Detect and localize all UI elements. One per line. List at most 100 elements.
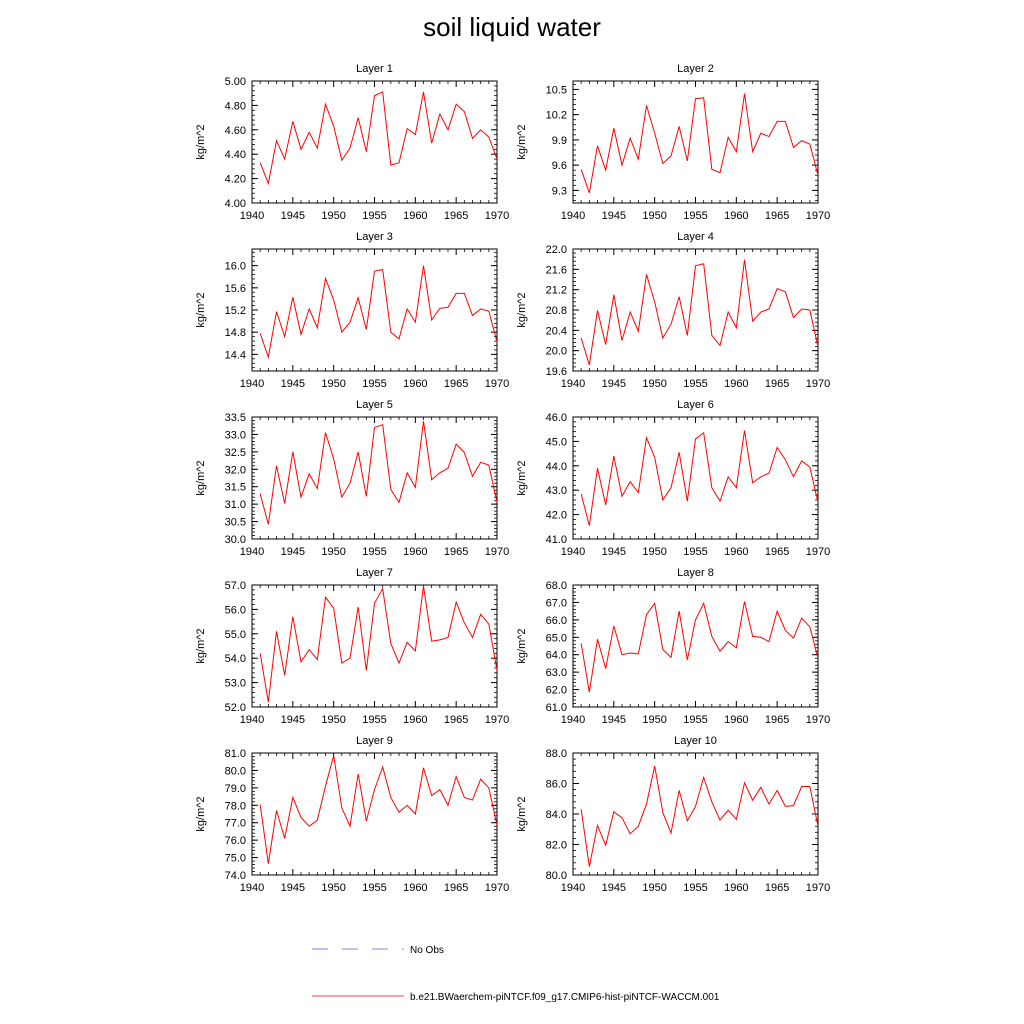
x-tick-label: 1960 (403, 714, 427, 726)
y-tick-label: 21.2 (546, 285, 567, 297)
series-line (580, 601, 819, 693)
y-tick-label: 42.0 (546, 510, 567, 522)
y-tick-label: 31.5 (225, 482, 246, 494)
x-tick-label: 1945 (602, 378, 626, 390)
x-tick-label: 1945 (281, 882, 305, 894)
panel-layer-3: Layer 3 1940 1945 1950 1955 1960 1965 1970 14.4 1… (195, 231, 509, 390)
series-line (259, 755, 498, 864)
y-tick-label: 19.6 (546, 366, 567, 378)
x-tick-label: 1940 (561, 882, 585, 894)
x-tick-label: 1960 (403, 378, 427, 390)
series-line (259, 586, 498, 703)
plot-frame (251, 248, 498, 372)
y-axis-label: kg/m^2 (516, 460, 528, 495)
x-tick-label: 1950 (642, 714, 666, 726)
y-tick-label: 9.3 (552, 185, 567, 197)
x-tick-label: 1950 (321, 378, 345, 390)
x-tick-label: 1960 (403, 210, 427, 222)
legend-model-label: b.e21.BWaerchem-piNTCF.f09_g17.CMIP6-his… (410, 992, 720, 1003)
y-axis-label: kg/m^2 (516, 124, 528, 159)
x-tick-label: 1970 (806, 210, 830, 222)
y-axis-label: kg/m^2 (195, 460, 207, 495)
panel-layer-8: Layer 8 1940 1945 1950 1955 1960 1965 1970 61.0 6… (516, 567, 830, 726)
x-tick-label: 1970 (485, 378, 509, 390)
y-tick-label: 30.0 (225, 534, 246, 546)
x-tick-label: 1940 (240, 378, 264, 390)
panel-layer-2: Layer 2 1940 1945 1950 1955 1960 1965 1970 9.3 9.… (516, 63, 830, 222)
x-tick-label: 1960 (724, 378, 748, 390)
series-line (259, 265, 498, 360)
y-tick-label: 22.0 (546, 244, 567, 256)
y-tick-label: 62.0 (546, 685, 567, 697)
x-tick-label: 1965 (765, 882, 789, 894)
y-tick-label: 46.0 (546, 412, 567, 424)
y-tick-label: 52.0 (225, 702, 246, 714)
panel-title: Layer 3 (356, 231, 393, 243)
x-tick-label: 1955 (362, 882, 386, 894)
series-line (259, 91, 498, 186)
x-tick-label: 1955 (683, 882, 707, 894)
x-tick-label: 1955 (362, 378, 386, 390)
panel-layer-9: Layer 9 1940 1945 1950 1955 1960 1965 1970 74.0 7… (195, 735, 509, 894)
y-tick-label: 79.0 (225, 783, 246, 795)
x-tick-label: 1940 (240, 546, 264, 558)
y-tick-label: 5.00 (225, 76, 246, 88)
y-tick-label: 54.0 (225, 653, 246, 665)
x-tick-label: 1945 (281, 714, 305, 726)
panel-title: Layer 1 (356, 63, 393, 75)
legend: No Obs b.e21.BWaerchem-piNTCF.f09_g17.CM… (312, 945, 720, 1003)
x-tick-label: 1955 (683, 210, 707, 222)
panel-title: Layer 5 (356, 399, 393, 411)
panel-layer-10: Layer 10 1940 1945 1950 1955 1960 1965 1970 80.0… (516, 735, 830, 894)
x-tick-label: 1965 (444, 714, 468, 726)
x-tick-label: 1970 (806, 378, 830, 390)
x-tick-label: 1940 (561, 378, 585, 390)
y-tick-label: 32.5 (225, 447, 246, 459)
y-tick-label: 15.2 (225, 305, 246, 317)
y-tick-label: 32.0 (225, 464, 246, 476)
x-tick-label: 1955 (683, 546, 707, 558)
x-tick-label: 1950 (642, 882, 666, 894)
panel-layer-5: Layer 5 1940 1945 1950 1955 1960 1965 1970 30.0 3… (195, 399, 509, 558)
y-tick-label: 30.5 (225, 517, 246, 529)
y-axis-label: kg/m^2 (195, 628, 207, 663)
y-tick-label: 10.5 (546, 84, 567, 96)
x-tick-label: 1965 (444, 378, 468, 390)
x-tick-label: 1950 (321, 882, 345, 894)
x-tick-label: 1965 (444, 210, 468, 222)
series-line (580, 259, 819, 366)
panel-title: Layer 8 (677, 567, 714, 579)
y-tick-label: 76.0 (225, 835, 246, 847)
y-tick-label: 10.2 (546, 110, 567, 122)
series-line (580, 430, 819, 526)
x-tick-label: 1940 (561, 714, 585, 726)
x-tick-label: 1950 (642, 210, 666, 222)
x-tick-label: 1950 (321, 546, 345, 558)
x-tick-label: 1960 (724, 882, 748, 894)
y-tick-label: 4.20 (225, 174, 246, 186)
panel-title: Layer 10 (674, 735, 717, 747)
y-tick-label: 41.0 (546, 534, 567, 546)
x-tick-label: 1945 (602, 882, 626, 894)
x-tick-label: 1965 (765, 210, 789, 222)
y-tick-label: 20.8 (546, 305, 567, 317)
x-tick-label: 1960 (724, 546, 748, 558)
y-tick-label: 9.9 (552, 135, 567, 147)
y-tick-label: 56.0 (225, 604, 246, 616)
y-axis-label: kg/m^2 (195, 292, 207, 327)
series-line (259, 421, 498, 525)
y-tick-label: 4.80 (225, 100, 246, 112)
panel-title: Layer 2 (677, 63, 714, 75)
y-tick-label: 20.0 (546, 346, 567, 358)
y-tick-label: 67.0 (546, 597, 567, 609)
panel-title: Layer 6 (677, 399, 714, 411)
panel-layer-4: Layer 4 1940 1945 1950 1955 1960 1965 1970 19.6 2… (516, 231, 830, 390)
y-axis-label: kg/m^2 (195, 796, 207, 831)
x-tick-label: 1960 (403, 546, 427, 558)
y-tick-label: 88.0 (546, 748, 567, 760)
y-tick-label: 77.0 (225, 818, 246, 830)
y-tick-label: 61.0 (546, 702, 567, 714)
x-tick-label: 1945 (281, 378, 305, 390)
x-tick-label: 1940 (561, 546, 585, 558)
